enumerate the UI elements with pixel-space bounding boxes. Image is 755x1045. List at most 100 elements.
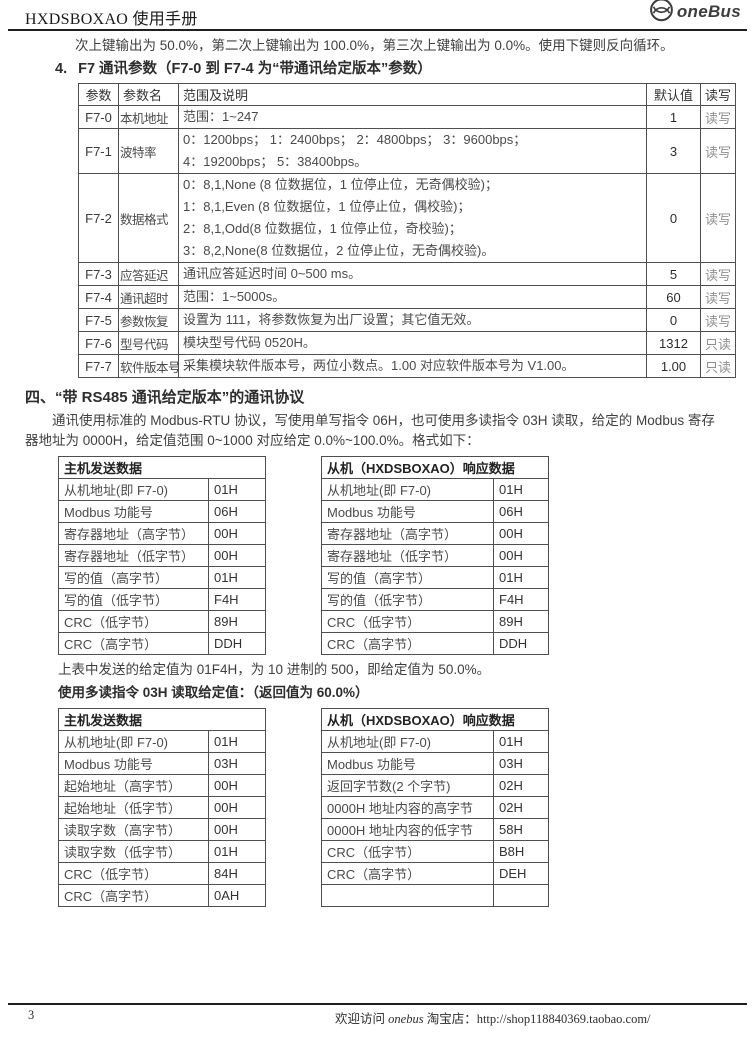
param-description: 通讯应答延迟时间 0~500 ms。 [178, 262, 647, 286]
table-title: 从机（HXDSBOXAO）响应数据 [321, 708, 549, 731]
field-value: 84H [208, 862, 266, 885]
field-label: CRC（高字节） [58, 884, 209, 907]
column-header: 默认值 [646, 83, 701, 106]
param-id: F7-4 [78, 285, 119, 309]
field-label: 从机地址(即 F7-0) [321, 730, 494, 753]
field-label: 起始地址（高字节） [58, 774, 209, 797]
field-label: 从机地址(即 F7-0) [321, 478, 494, 501]
param-description: 模块型号代码 0520H。 [178, 331, 647, 355]
table-title: 主机发送数据 [58, 456, 266, 479]
param-access: 只读 [700, 354, 736, 378]
field-label: Modbus 功能号 [321, 500, 494, 523]
table-row: Modbus 功能号 06H [58, 500, 266, 523]
param-row: F7-2 数据格式 0：8,1,None (8 位数据位，1 位停止位，无奇偶校验)… [78, 173, 736, 263]
field-value: 01H [493, 478, 549, 501]
param-default: 1 [646, 105, 701, 129]
section4-number: 4. [55, 61, 68, 77]
description-line: 0：1200bps； 1：2400bps； 2：4800bps； 3：9600b… [183, 132, 527, 147]
field-value [493, 884, 549, 907]
page-title: HXDSBOXAO 使用手册 [25, 11, 198, 28]
field-label: CRC（高字节） [321, 632, 494, 655]
column-header: 范围及说明 [178, 83, 647, 106]
field-value: 02H [493, 796, 549, 819]
table-row: 读取字数（高字节） 00H [58, 818, 266, 841]
field-label: 寄存器地址（低字节） [58, 544, 209, 567]
field-label: CRC（高字节） [58, 632, 209, 655]
field-label: Modbus 功能号 [321, 752, 494, 775]
param-name: 应答延迟 [118, 262, 179, 286]
param-default: 5 [646, 262, 701, 286]
param-row: F7-6 型号代码 模块型号代码 0520H。 1312 只读 [78, 331, 736, 355]
param-description: 0：8,1,None (8 位数据位，1 位停止位，无奇偶校验)； 1：8,1,E… [178, 173, 647, 263]
table-row: 从机地址(即 F7-0) 01H [58, 730, 266, 753]
param-name: 波特率 [118, 128, 179, 174]
table-row: 0000H 地址内容的高字节 02H [321, 796, 549, 819]
param-id: F7-6 [78, 331, 119, 355]
description-line: 范围：1~5000s。 [183, 289, 286, 304]
table-row: 寄存器地址（低字节） 00H [321, 544, 549, 567]
taobao-link[interactable]: http://shop118840369.taobao.com/ [476, 1012, 651, 1026]
table-row: 寄存器地址（高字节） 00H [58, 522, 266, 545]
description-line: 0：8,1,None (8 位数据位，1 位停止位，无奇偶校验)； [183, 177, 498, 192]
field-value: 00H [493, 544, 549, 567]
field-label: 寄存器地址（低字节） [321, 544, 494, 567]
field-label: 0000H 地址内容的高字节 [321, 796, 494, 819]
field-label: CRC（低字节） [321, 610, 494, 633]
field-value: 01H [493, 566, 549, 589]
param-default: 3 [646, 128, 701, 174]
column-header: 读写 [700, 83, 736, 106]
field-value: 06H [208, 500, 266, 523]
param-row: F7-7 软件版本号 采集模块软件版本号，两位小数点。1.00 对应软件版本号为 V… [78, 354, 736, 378]
table-row: 从机地址(即 F7-0) 01H [321, 478, 549, 501]
field-value: 01H [208, 478, 266, 501]
description-line: 3：8,2,None(8 位数据位，2 位停止位，无奇偶校验)。 [183, 243, 495, 258]
table-title-row: 从机（HXDSBOXAO）响应数据 [321, 456, 549, 479]
table-title-row: 从机（HXDSBOXAO）响应数据 [321, 708, 549, 731]
field-value: 03H [493, 752, 549, 775]
field-label: 寄存器地址（高字节） [321, 522, 494, 545]
protocol-section-heading: 四、“带 RS485 通讯给定版本”的通讯协议 [25, 389, 305, 406]
field-value: DDH [208, 632, 266, 655]
host-send-table: 主机发送数据 从机地址(即 F7-0) 01H Modbus 功能号 06H 寄存器地址（… [58, 456, 266, 655]
field-label: 起始地址（低字节） [58, 796, 209, 819]
param-description: 设置为 111，将参数恢复为出厂设置；其它值无效。 [178, 308, 647, 332]
table-row: 读取字数（低字节） 01H [58, 840, 266, 863]
description-line: 4：19200bps； 5：38400bps。 [183, 154, 368, 169]
field-label: CRC（低字节） [58, 610, 209, 633]
param-access: 只读 [700, 331, 736, 355]
param-default: 0 [646, 173, 701, 263]
param-row: F7-0 本机地址 范围：1~247 1 读写 [78, 105, 736, 129]
table-row: 寄存器地址（低字节） 00H [58, 544, 266, 567]
field-value: B8H [493, 840, 549, 863]
field-value: 00H [208, 544, 266, 567]
table-row: 起始地址（高字节） 00H [58, 774, 266, 797]
field-label: Modbus 功能号 [58, 500, 209, 523]
onebus-logo-icon [649, 0, 673, 22]
description-line: 设置为 111，将参数恢复为出厂设置；其它值无效。 [183, 312, 480, 327]
description-line: 2：8,1,Odd(8 位数据位，1 位停止位，奇校验)； [183, 221, 462, 236]
table-row: 起始地址（低字节） 00H [58, 796, 266, 819]
param-name: 软件版本号 [118, 354, 179, 378]
param-id: F7-3 [78, 262, 119, 286]
field-value: 01H [208, 566, 266, 589]
param-id: F7-7 [78, 354, 119, 378]
table-row: CRC（高字节） DEH [321, 862, 549, 885]
field-value: 89H [493, 610, 549, 633]
field-value: 01H [208, 730, 266, 753]
field-label: 从机地址(即 F7-0) [58, 730, 209, 753]
param-access: 读写 [700, 308, 736, 332]
table-row: Modbus 功能号 03H [321, 752, 549, 775]
onebus-logo-text: oneBus [676, 1, 741, 21]
table-title: 主机发送数据 [58, 708, 266, 731]
param-id: F7-0 [78, 105, 119, 129]
param-name: 通讯超时 [118, 285, 179, 309]
table-row: 返回字节数(2 个字节) 02H [321, 774, 549, 797]
table-row: CRC（低字节） 84H [58, 862, 266, 885]
table-row: 写的值（低字节） F4H [58, 588, 266, 611]
table-title-row: 主机发送数据 [58, 456, 266, 479]
field-value: 00H [208, 522, 266, 545]
field-value: 01H [208, 840, 266, 863]
protocol-paragraph-line2: 器地址为 0000H，给定值范围 0~1000 对应给定 0.0%~100.0%… [25, 433, 480, 448]
param-name: 型号代码 [118, 331, 179, 355]
table-row: CRC（高字节） 0AH [58, 884, 266, 907]
